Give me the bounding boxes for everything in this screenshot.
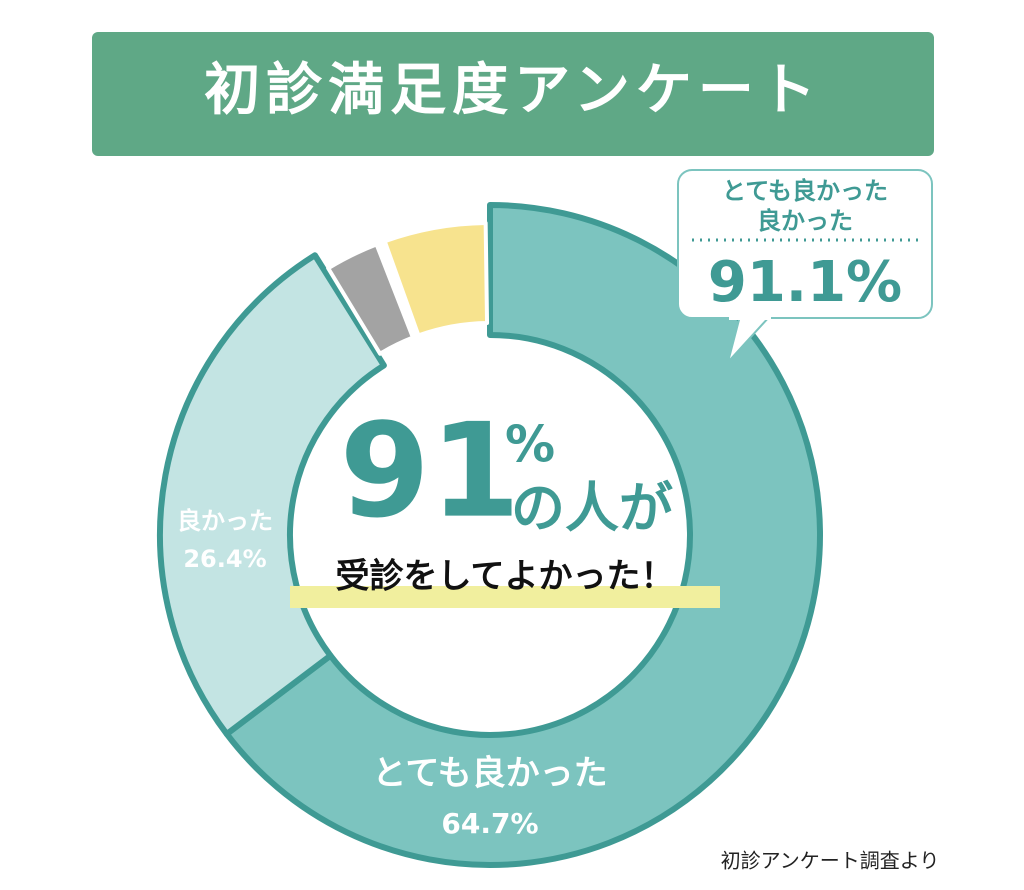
- callout-line: 良かった: [757, 207, 853, 235]
- chart-title: 初診満足度アンケート: [204, 58, 822, 123]
- callout-box: [677, 169, 933, 319]
- center-unit: %: [505, 416, 555, 474]
- source-note: 初診アンケート調査より: [721, 849, 940, 873]
- center-text: の人が: [511, 477, 673, 540]
- donut: [157, 202, 823, 868]
- value-label: 64.7%: [441, 807, 538, 840]
- donut-segment: [157, 252, 387, 737]
- center-number: 91: [340, 395, 521, 547]
- donut-segment: [326, 242, 415, 356]
- callout-line: とても良かった: [722, 177, 888, 205]
- value-label: 26.4%: [183, 545, 266, 573]
- donut-segment: [223, 202, 823, 868]
- highlight: [290, 586, 720, 608]
- donut-segment: [382, 221, 490, 338]
- center-subtext: 受診をしてよかった！: [336, 557, 675, 597]
- title-box: [92, 32, 934, 156]
- callout-value: 91.1%: [708, 250, 902, 315]
- segment-label: とても良かった: [372, 754, 607, 794]
- callout-join: [729, 314, 771, 320]
- segment-label: 良かった: [177, 507, 273, 535]
